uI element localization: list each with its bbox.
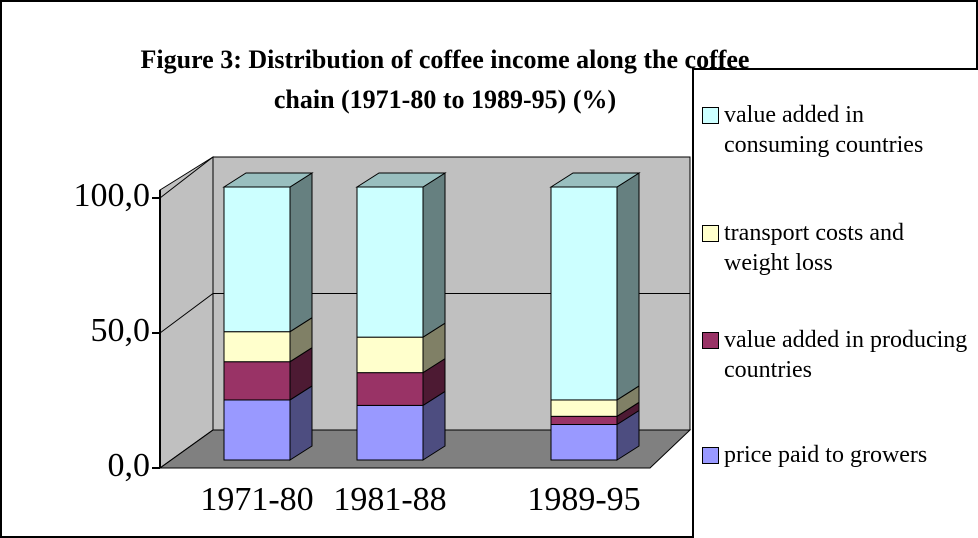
bar-front (356, 186, 424, 338)
grid-line (159, 156, 690, 199)
bar-front (550, 424, 618, 461)
side-wall (159, 156, 214, 469)
legend: value added in consuming countries transp… (692, 68, 978, 538)
legend-label: value added in consuming countries (724, 102, 924, 158)
bar-top (355, 172, 447, 188)
legend-label: transport costs and weight loss (724, 220, 904, 276)
bar-side (289, 172, 313, 333)
x-tick-label: 1971-80 (200, 481, 313, 518)
bar-side (422, 172, 446, 339)
bar-front (550, 399, 618, 417)
bar-side (616, 172, 640, 401)
legend-label: value added in producing countries (724, 327, 968, 383)
legend-item: transport costs and weight loss (702, 218, 972, 278)
chart-title: Figure 3: Distribution of coffee income … (140, 45, 750, 114)
bar-front (356, 404, 424, 461)
bar-top (222, 172, 314, 188)
y-tick-label: 100,0 (74, 177, 151, 214)
y-tick-label: 50,0 (91, 312, 151, 349)
legend-item: value added in consuming countries (702, 100, 972, 160)
bar-front (223, 331, 291, 363)
bar-front (356, 372, 424, 406)
bar-front (223, 361, 291, 401)
x-tick-label: 1981-88 (333, 481, 446, 518)
bar-front (223, 186, 291, 333)
bar-front (550, 415, 618, 426)
grid-line (159, 429, 690, 469)
bar-top (549, 172, 641, 188)
legend-swatch (702, 332, 719, 349)
bar-front (223, 399, 291, 461)
x-tick-label: 1989-95 (527, 481, 640, 518)
legend-swatch (702, 107, 719, 124)
legend-item: value added in producing countries (702, 325, 972, 385)
y-tick-label: 0,0 (108, 447, 151, 484)
grid-line (159, 293, 690, 334)
bar-front (356, 336, 424, 374)
legend-swatch (702, 225, 719, 242)
legend-swatch (702, 447, 719, 464)
bar-front (550, 186, 618, 401)
legend-label: price paid to growers (724, 442, 928, 468)
legend-item: price paid to growers (702, 440, 972, 470)
